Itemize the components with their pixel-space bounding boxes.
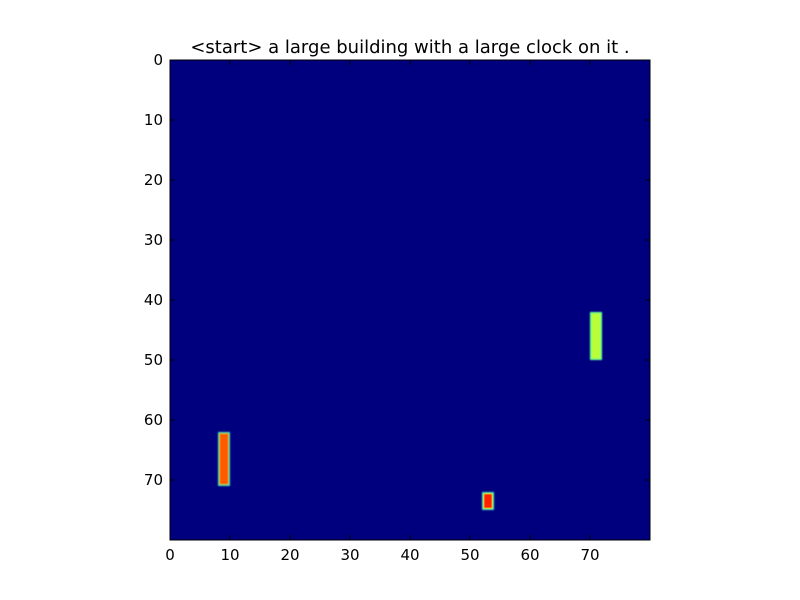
chart-title: <start> a large building with a large cl… (190, 37, 629, 58)
x-tick-label: 10 (220, 546, 239, 564)
y-tick-label: 0 (153, 51, 163, 69)
x-tick-label: 20 (280, 546, 299, 564)
x-tick-label: 50 (460, 546, 479, 564)
hotspot-core (484, 494, 492, 508)
y-tick-label: 20 (144, 171, 163, 189)
y-tick-label: 70 (144, 471, 163, 489)
x-tick-label: 40 (400, 546, 419, 564)
heatmap-hotspot-3 (482, 492, 494, 510)
x-tick-label: 70 (580, 546, 599, 564)
x-tick-label: 0 (165, 546, 175, 564)
heatmap-hotspot-1 (218, 432, 230, 486)
heatmap-hotspot-2 (590, 312, 602, 360)
y-tick-label: 60 (144, 411, 163, 429)
x-tick-label: 30 (340, 546, 359, 564)
y-tick-label: 30 (144, 231, 163, 249)
y-tick-label: 40 (144, 291, 163, 309)
y-tick-label: 50 (144, 351, 163, 369)
y-tick-label: 10 (144, 111, 163, 129)
x-tick-label: 60 (520, 546, 539, 564)
hotspot-core (220, 434, 228, 484)
hotspot-core (592, 314, 600, 358)
heatmap-background (170, 60, 650, 540)
